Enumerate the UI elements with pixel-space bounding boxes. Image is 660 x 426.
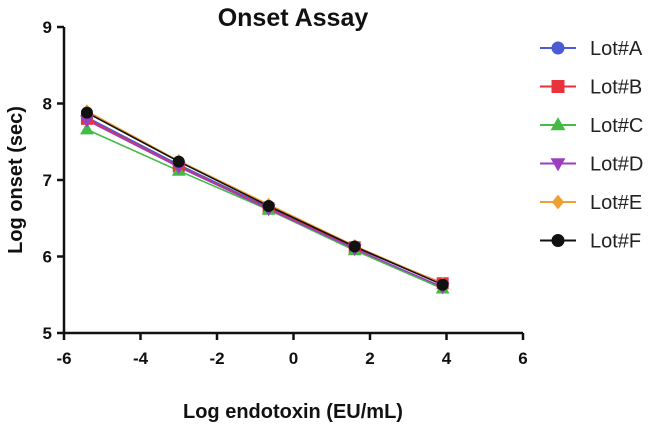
axes: -6 -4 -2 0 2 4 6 5 6 7 8 9 — [43, 18, 528, 368]
legend-label: Lot#B — [590, 77, 642, 99]
x-axis-label: Log endotoxin (EU/mL) — [183, 401, 403, 423]
legend-marker — [551, 80, 565, 93]
data-point-lot-f — [80, 106, 93, 119]
x-tick-label: 2 — [365, 349, 374, 368]
legend-label: Lot#F — [590, 231, 641, 253]
x-tick-label: 6 — [518, 349, 527, 368]
x-tick-label: -6 — [56, 349, 71, 368]
y-tick-label: 8 — [43, 95, 52, 114]
legend-item-lot-b: Lot#B — [540, 77, 642, 99]
chart-title: Onset Assay — [218, 4, 369, 32]
legend-marker — [551, 194, 565, 210]
series-line-lot-e — [86, 110, 444, 285]
y-axis-label: Log onset (sec) — [5, 106, 27, 254]
x-tick-label: 4 — [442, 349, 452, 368]
legend: Lot#A Lot#B Lot#C Lot#D Lot#E Lot#F — [540, 38, 643, 253]
y-tick-label: 5 — [43, 324, 52, 343]
legend-label: Lot#D — [590, 154, 643, 176]
legend-marker — [551, 41, 565, 55]
legend-label: Lot#C — [590, 115, 643, 137]
series-markers — [80, 104, 450, 295]
series-line-lot-b — [86, 118, 444, 285]
legend-label: Lot#E — [590, 192, 642, 214]
legend-item-lot-a: Lot#A — [540, 38, 643, 60]
legend-item-lot-f: Lot#F — [540, 231, 641, 253]
data-point-lot-f — [262, 200, 275, 213]
series-lines — [86, 110, 444, 290]
x-tick-label: 0 — [289, 349, 298, 368]
legend-item-lot-d: Lot#D — [540, 154, 643, 176]
y-tick-label: 6 — [43, 248, 52, 267]
legend-marker — [550, 158, 566, 172]
data-point-lot-f — [348, 240, 361, 253]
series-line-lot-a — [86, 116, 444, 285]
legend-item-lot-e: Lot#E — [540, 192, 642, 214]
y-tick-label: 7 — [43, 171, 52, 190]
data-point-lot-f — [172, 155, 185, 168]
data-point-lot-f — [436, 278, 449, 291]
legend-marker — [550, 117, 566, 131]
y-tick-label: 9 — [43, 18, 52, 37]
legend-marker — [551, 234, 565, 247]
legend-label: Lot#A — [590, 38, 643, 60]
legend-item-lot-c: Lot#C — [540, 115, 643, 137]
x-tick-label: -2 — [209, 349, 224, 368]
series-line-lot-f — [86, 111, 444, 286]
data-point-lot-c — [80, 122, 94, 135]
x-tick-label: -4 — [133, 349, 149, 368]
